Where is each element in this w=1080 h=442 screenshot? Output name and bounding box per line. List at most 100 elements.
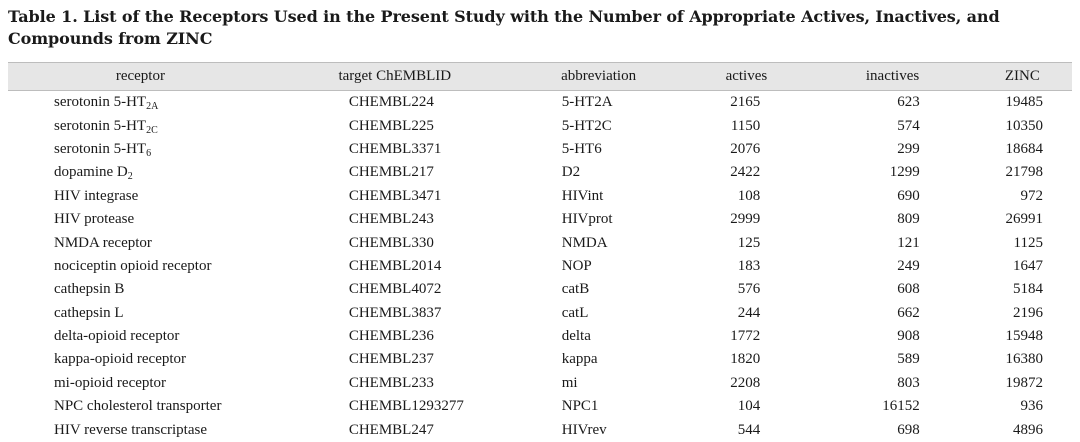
cell-target: CHEMBL243 — [348, 211, 434, 228]
cell-inactives: 249 — [897, 257, 920, 274]
cell-zinc: 16380 — [1005, 351, 1044, 368]
receptor-name: cathepsin L — [54, 304, 124, 321]
cell-actives: 2422 — [730, 164, 761, 181]
cell-zinc: 972 — [1020, 187, 1044, 204]
cell-actives: 244 — [737, 304, 761, 321]
cell-zinc: 26991 — [1005, 211, 1044, 228]
table-row: HIV integrase CHEMBL3471 HIVint 108 690 972 — [8, 185, 1072, 208]
cell-actives: 2208 — [730, 374, 761, 391]
cell-inactives: 662 — [897, 304, 920, 321]
cell-receptor: cathepsin L — [8, 302, 273, 325]
cell-zinc: 18684 — [1005, 140, 1044, 157]
cell-receptor: HIV protease — [8, 208, 273, 231]
table-header-row: receptor target ChEMBLID abbreviation ac… — [8, 62, 1072, 91]
table-row: serotonin 5-HT6 CHEMBL3371 5-HT6 2076 299 186… — [8, 138, 1072, 161]
cell-inactives: 690 — [897, 187, 920, 204]
cell-receptor: serotonin 5-HT6 — [8, 138, 273, 161]
cell-receptor: HIV reverse transcriptase — [8, 418, 273, 441]
cell-abbreviation: delta — [561, 328, 591, 345]
cell-receptor: NPC cholesterol transporter — [8, 395, 273, 418]
cell-receptor: kappa-opioid receptor — [8, 348, 273, 371]
receptor-subscript: 6 — [146, 147, 152, 159]
cell-receptor: dopamine D2 — [8, 161, 273, 184]
cell-inactives: 574 — [897, 117, 920, 134]
cell-inactives: 698 — [897, 421, 920, 438]
cell-abbreviation: NMDA — [561, 234, 608, 251]
receptor-name: dopamine D — [54, 164, 128, 181]
cell-target: CHEMBL4072 — [348, 281, 442, 298]
cell-zinc: 19872 — [1005, 374, 1044, 391]
cell-receptor: cathepsin B — [8, 278, 273, 301]
cell-abbreviation: 5-HT6 — [561, 140, 602, 157]
receptor-name: NPC cholesterol transporter — [54, 398, 222, 415]
table-row: mi-opioid receptor CHEMBL233 mi 2208 803 1987… — [8, 372, 1072, 395]
cell-target: CHEMBL2014 — [348, 257, 442, 274]
cell-target: CHEMBL217 — [348, 164, 434, 181]
cell-actives: 2076 — [730, 140, 761, 157]
cell-zinc: 19485 — [1005, 94, 1044, 111]
table-row: delta-opioid receptor CHEMBL236 delta 1772 9… — [8, 325, 1072, 348]
cell-actives: 576 — [737, 281, 761, 298]
cell-zinc: 1125 — [1013, 234, 1043, 251]
cell-actives: 1150 — [730, 117, 761, 134]
cell-target: CHEMBL247 — [348, 421, 434, 438]
receptor-name: serotonin 5-HT — [54, 117, 147, 134]
cell-receptor: NMDA receptor — [8, 231, 273, 254]
cell-actives: 1772 — [730, 328, 761, 345]
receptor-name: delta-opioid receptor — [54, 328, 180, 345]
cell-abbreviation: 5-HT2A — [561, 94, 613, 111]
cell-inactives: 803 — [897, 374, 920, 391]
table-row: serotonin 5-HT2C CHEMBL225 5-HT2C 1150 574 10… — [8, 114, 1072, 137]
receptor-table: receptor target ChEMBLID abbreviation ac… — [8, 62, 1072, 442]
cell-abbreviation: kappa — [561, 351, 598, 368]
table-row: HIV protease CHEMBL243 HIVprot 2999 809 26991 — [8, 208, 1072, 231]
cell-zinc: 936 — [1020, 398, 1044, 415]
receptor-subscript: 2 — [127, 171, 133, 183]
cell-zinc: 1647 — [1013, 257, 1043, 274]
cell-abbreviation: NOP — [561, 257, 592, 274]
receptor-name: serotonin 5-HT — [54, 94, 147, 111]
cell-actives: 183 — [737, 257, 761, 274]
receptor-subscript: 2A — [146, 101, 159, 113]
cell-receptor: mi-opioid receptor — [8, 372, 273, 395]
cell-receptor: serotonin 5-HT2C — [8, 114, 273, 137]
cell-target: CHEMBL225 — [348, 117, 434, 134]
cell-abbreviation: 5-HT2C — [561, 117, 612, 134]
cell-abbreviation: catB — [561, 281, 590, 298]
cell-zinc: 10350 — [1005, 117, 1044, 134]
cell-abbreviation: HIVrev — [561, 421, 607, 438]
cell-receptor: nociceptin opioid receptor — [8, 255, 273, 278]
table-row: HIV reverse transcriptase CHEMBL247 HIVrev… — [8, 418, 1072, 441]
cell-target: CHEMBL236 — [348, 328, 434, 345]
cell-abbreviation: D2 — [561, 164, 581, 181]
receptor-subscript: 2C — [146, 124, 158, 136]
header-abbreviation: abbreviation — [516, 62, 681, 91]
cell-abbreviation: HIVprot — [561, 211, 613, 228]
cell-abbreviation: NPC1 — [561, 398, 599, 415]
cell-target: CHEMBL330 — [348, 234, 434, 251]
cell-target: CHEMBL3371 — [348, 140, 442, 157]
cell-inactives: 809 — [897, 211, 920, 228]
table-row: cathepsin B CHEMBL4072 catB 576 608 5184 — [8, 278, 1072, 301]
receptor-name: HIV reverse transcriptase — [54, 421, 207, 438]
cell-target: CHEMBL224 — [348, 94, 434, 111]
table-row: kappa-opioid receptor CHEMBL237 kappa 1820 5… — [8, 348, 1072, 371]
receptor-name: HIV protease — [54, 211, 135, 228]
cell-abbreviation: mi — [561, 374, 578, 391]
receptor-name: serotonin 5-HT — [54, 140, 147, 157]
cell-actives: 2999 — [730, 211, 761, 228]
cell-target: CHEMBL3471 — [348, 187, 442, 204]
cell-zinc: 5184 — [1013, 281, 1043, 298]
cell-receptor: HIV integrase — [8, 185, 273, 208]
receptor-name: NMDA receptor — [54, 234, 152, 251]
cell-receptor: serotonin 5-HT2A — [8, 91, 273, 115]
cell-zinc: 21798 — [1005, 164, 1044, 181]
cell-zinc: 2196 — [1013, 304, 1043, 321]
receptor-name: mi-opioid receptor — [54, 374, 167, 391]
cell-inactives: 623 — [897, 94, 920, 111]
cell-inactives: 589 — [897, 351, 920, 368]
cell-receptor: delta-opioid receptor — [8, 325, 273, 348]
cell-target: CHEMBL237 — [348, 351, 434, 368]
cell-actives: 104 — [737, 398, 761, 415]
cell-inactives: 299 — [897, 140, 920, 157]
